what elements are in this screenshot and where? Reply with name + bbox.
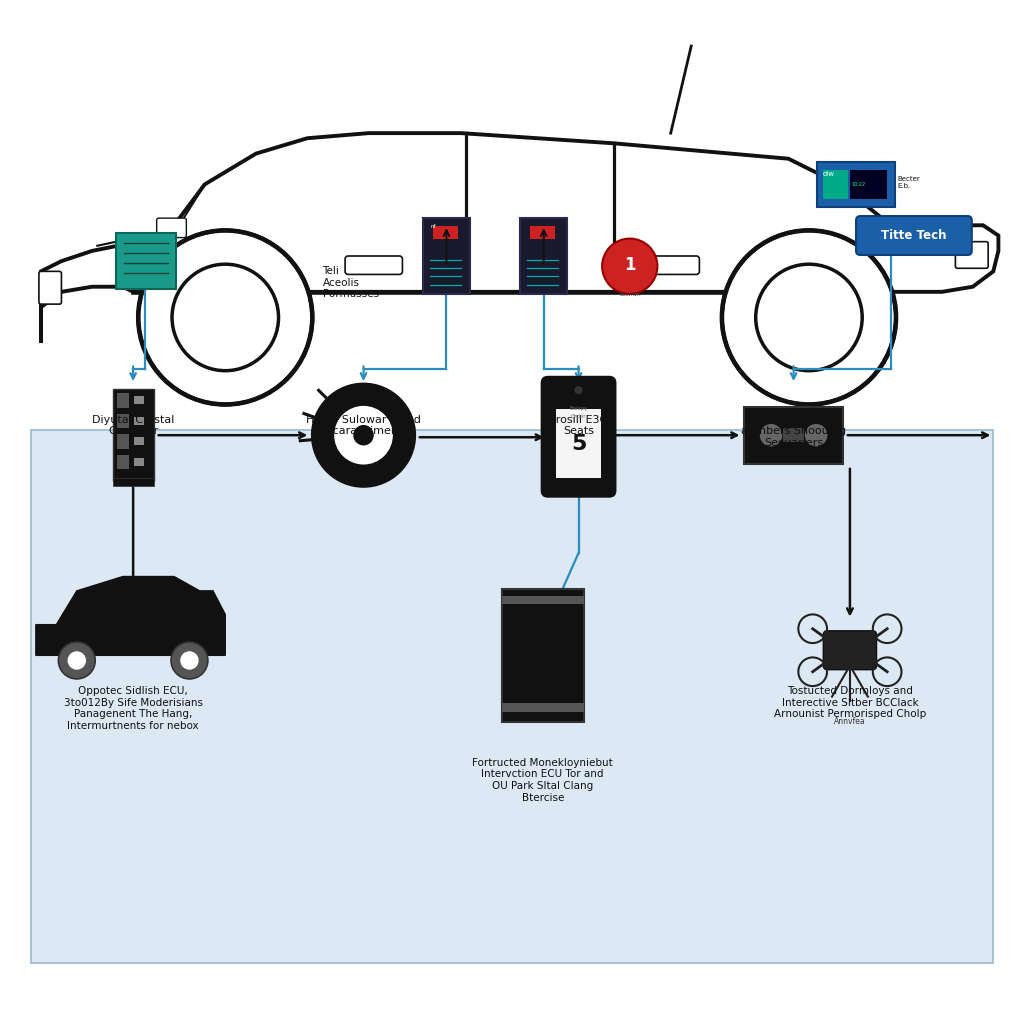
Text: Tostucted Dormloys and
Interective SItber BCClack
Arnounist Permorisped Cholp: Tostucted Dormloys and Interective SItbe… xyxy=(774,686,926,719)
FancyBboxPatch shape xyxy=(423,218,470,294)
Bar xyxy=(134,417,144,425)
Bar xyxy=(113,478,154,486)
Bar xyxy=(117,455,129,469)
FancyBboxPatch shape xyxy=(542,377,615,497)
FancyBboxPatch shape xyxy=(642,256,699,274)
Bar xyxy=(556,409,601,478)
Circle shape xyxy=(722,230,896,404)
Circle shape xyxy=(171,642,208,679)
Bar xyxy=(134,458,144,466)
Bar xyxy=(117,434,129,449)
Text: Becter
E.b.: Becter E.b. xyxy=(897,176,920,188)
Circle shape xyxy=(805,424,827,446)
Text: Lncuntizeed
afunbers Shoouing
Secuariers: Lncuntizeed afunbers Shoouing Secuariers xyxy=(741,415,846,447)
Circle shape xyxy=(333,404,394,466)
FancyBboxPatch shape xyxy=(520,218,567,294)
Circle shape xyxy=(68,651,86,670)
FancyBboxPatch shape xyxy=(817,162,895,207)
Circle shape xyxy=(180,651,199,670)
Text: Etsndn: Etsndn xyxy=(618,293,641,297)
Text: Fortructed Monekloyniebut
Intervction ECU Tor and
OU Park Sltal Clang
Btercise: Fortructed Monekloyniebut Intervction EC… xyxy=(472,758,613,803)
Circle shape xyxy=(312,384,415,486)
Bar xyxy=(502,589,584,722)
Bar xyxy=(823,170,848,199)
FancyBboxPatch shape xyxy=(39,271,61,304)
Text: 1: 1 xyxy=(624,256,636,274)
FancyBboxPatch shape xyxy=(823,631,877,670)
FancyBboxPatch shape xyxy=(157,218,186,238)
Text: olw: olw xyxy=(822,171,835,177)
Text: Balspy: Balspy xyxy=(569,407,588,411)
Bar xyxy=(783,428,804,442)
Text: Titte Tech: Titte Tech xyxy=(881,229,946,242)
Text: 10:22: 10:22 xyxy=(852,182,866,186)
Polygon shape xyxy=(36,577,225,655)
FancyBboxPatch shape xyxy=(955,242,988,268)
Circle shape xyxy=(760,424,782,446)
Text: 5: 5 xyxy=(570,434,587,455)
Bar xyxy=(502,703,584,712)
Text: Oppotec Sidlish ECU,
3to012By Sife Moderisians
Panagenent The Hang,
Intermurtnen: Oppotec Sidlish ECU, 3to012By Sife Moder… xyxy=(63,686,203,731)
Text: Teli
Aceolis
Pormusses: Teli Aceolis Pormusses xyxy=(323,266,379,299)
Bar xyxy=(134,437,144,445)
Circle shape xyxy=(353,425,374,445)
Text: Annvfea: Annvfea xyxy=(835,717,865,726)
Circle shape xyxy=(574,386,583,394)
Text: nf: nf xyxy=(430,224,435,229)
Bar xyxy=(530,226,555,239)
FancyBboxPatch shape xyxy=(345,256,402,274)
Circle shape xyxy=(138,230,312,404)
Bar xyxy=(433,226,458,239)
FancyBboxPatch shape xyxy=(116,233,176,289)
Bar xyxy=(744,407,843,464)
Bar xyxy=(850,170,887,199)
Text: Crosill E3G
Seats: Crosill E3G Seats xyxy=(549,415,608,436)
Text: Diyutal Crystal
Conmiler: Diyutal Crystal Conmiler xyxy=(92,415,174,436)
Bar xyxy=(113,389,154,481)
Text: Order: Order xyxy=(570,415,587,419)
Bar xyxy=(31,430,993,963)
Circle shape xyxy=(58,642,95,679)
Circle shape xyxy=(602,239,657,294)
Bar xyxy=(117,414,129,428)
Bar xyxy=(502,596,584,604)
Bar xyxy=(117,393,129,408)
FancyBboxPatch shape xyxy=(856,216,972,255)
Bar xyxy=(134,396,144,404)
Text: Hedio Sulowar vided
Evcarasnimenti: Hedio Sulowar vided Evcarasnimenti xyxy=(306,415,421,436)
